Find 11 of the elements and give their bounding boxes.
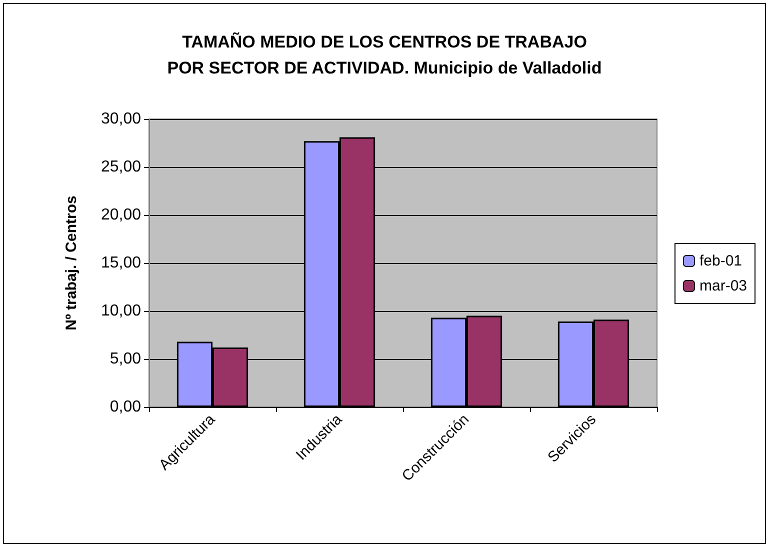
legend-label: mar-03 xyxy=(699,278,748,294)
y-tick-label: 20,00 xyxy=(100,206,142,224)
y-tick-label: 0,00 xyxy=(110,398,142,416)
chart-title: TAMAÑO MEDIO DE LOS CENTROS DE TRABAJO POR SECTOR DE ACTIVIDAD. Municipio de Valladolid xyxy=(167,32,602,78)
y-tick-label: 25,00 xyxy=(100,158,142,176)
y-tick-label: 5,00 xyxy=(110,350,142,368)
y-tick-label: 10,00 xyxy=(100,302,142,320)
y-tick-label: 30,00 xyxy=(100,110,142,128)
y-tick-label: 15,00 xyxy=(100,254,142,272)
legend-label: feb-01 xyxy=(699,252,742,270)
y-axis-title: Nº trabaj. / Centros xyxy=(63,196,80,330)
